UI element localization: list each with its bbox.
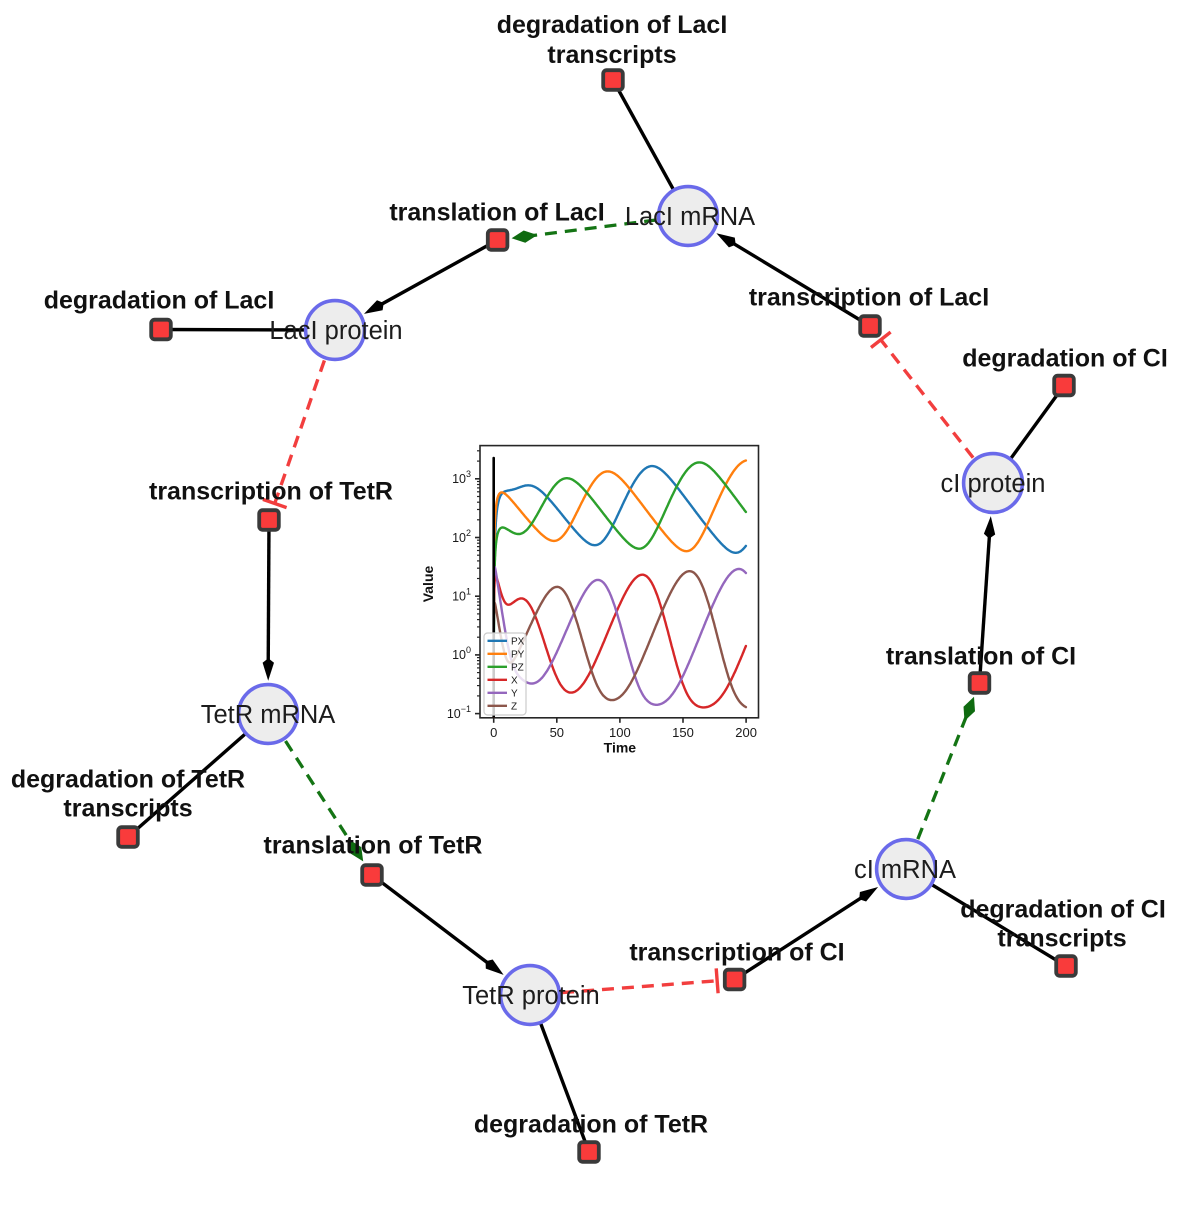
- svg-text:Y: Y: [511, 688, 518, 699]
- svg-text:transcripts: transcripts: [63, 795, 192, 823]
- svg-text:LacI mRNA: LacI mRNA: [625, 203, 755, 231]
- svg-text:translation of LacI: translation of LacI: [389, 199, 604, 227]
- svg-text:200: 200: [735, 725, 757, 740]
- svg-text:degradation of CI: degradation of CI: [960, 896, 1166, 924]
- svg-text:degradation of LacI: degradation of LacI: [44, 287, 275, 315]
- svg-text:translation of TetR: translation of TetR: [264, 832, 483, 860]
- svg-text:cI mRNA: cI mRNA: [854, 856, 956, 884]
- svg-text:transcription of CI: transcription of CI: [629, 939, 844, 967]
- svg-text:LacI protein: LacI protein: [269, 317, 402, 345]
- svg-text:PZ: PZ: [511, 662, 524, 673]
- svg-text:Value: Value: [420, 566, 436, 603]
- svg-text:Z: Z: [511, 701, 517, 712]
- svg-text:PX: PX: [511, 636, 525, 647]
- svg-text:50: 50: [550, 725, 564, 740]
- svg-text:translation of CI: translation of CI: [886, 643, 1076, 671]
- svg-text:100: 100: [609, 725, 631, 740]
- svg-text:transcripts: transcripts: [997, 925, 1126, 953]
- svg-text:degradation of TetR: degradation of TetR: [11, 766, 245, 794]
- svg-text:transcription of LacI: transcription of LacI: [749, 284, 989, 312]
- svg-text:cI protein: cI protein: [941, 470, 1046, 498]
- svg-text:PY: PY: [511, 649, 525, 660]
- svg-text:Time: Time: [604, 740, 637, 756]
- svg-text:degradation of LacI: degradation of LacI: [497, 11, 728, 39]
- svg-text:0: 0: [490, 725, 497, 740]
- svg-text:X: X: [511, 675, 518, 686]
- svg-text:150: 150: [672, 725, 694, 740]
- svg-text:TetR mRNA: TetR mRNA: [201, 701, 336, 729]
- svg-text:degradation of TetR: degradation of TetR: [474, 1111, 708, 1139]
- svg-text:transcripts: transcripts: [547, 41, 676, 69]
- svg-text:TetR protein: TetR protein: [462, 982, 600, 1010]
- svg-text:degradation of CI: degradation of CI: [962, 345, 1168, 373]
- svg-text:transcription of TetR: transcription of TetR: [149, 478, 393, 506]
